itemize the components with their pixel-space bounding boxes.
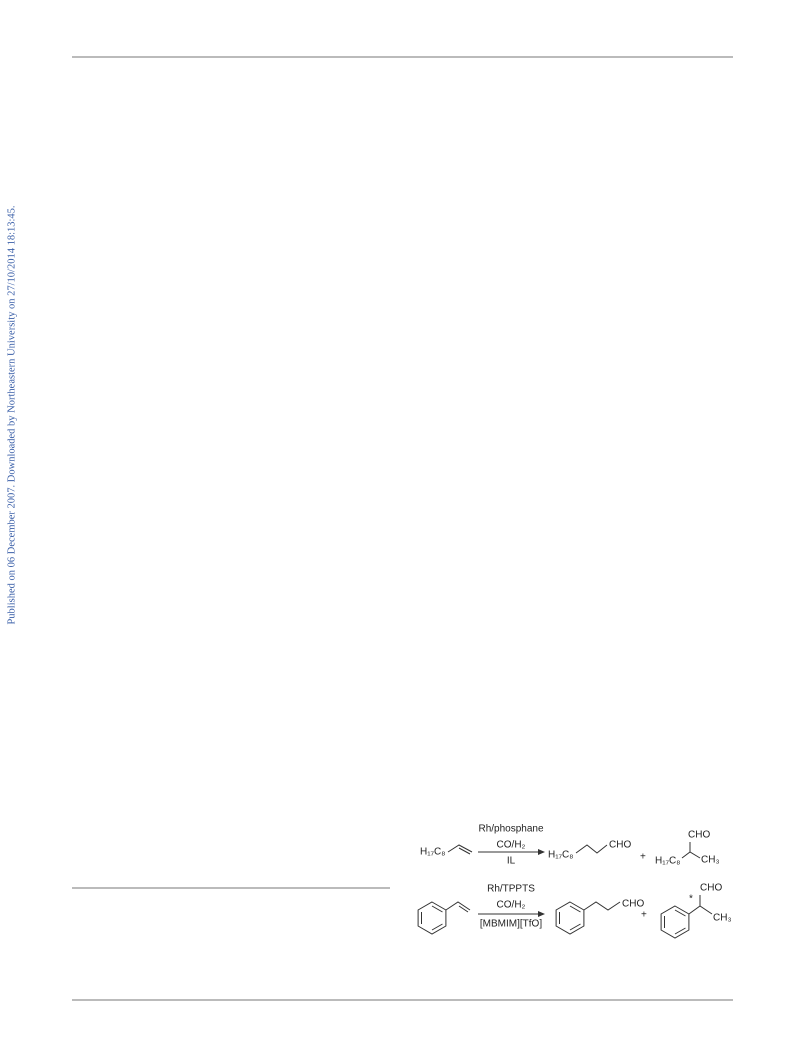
arrow-head <box>538 849 545 855</box>
branched-methyl: CH₃ <box>713 913 732 924</box>
benzene <box>555 901 585 935</box>
catalyst: Rh/phosphane <box>478 824 543 835</box>
vinyl <box>445 901 471 913</box>
chain <box>583 901 621 911</box>
solvent: [MBMIM][TfO] <box>480 919 542 930</box>
branch <box>681 842 701 859</box>
branch <box>688 895 713 915</box>
alkene <box>447 844 473 855</box>
benzene-double <box>559 905 581 931</box>
gas: CO/H₂ <box>497 900 526 911</box>
benzene <box>417 901 447 935</box>
benzene <box>660 905 690 939</box>
chain <box>575 844 608 854</box>
side-note: Published on 06 December 2007. Downloade… <box>6 205 17 624</box>
catalyst: Rh/TPPTS <box>487 884 535 895</box>
linear-aldehyde: CHO <box>622 899 644 910</box>
branched-chain: H₁₇C₈ <box>655 856 680 867</box>
reaction-scheme: H₁₇C₈ Rh/phosphane CO/H₂ IL H₁₇C₈ CHO + … <box>417 824 732 939</box>
branched-methyl: CH₃ <box>701 855 720 866</box>
benzene-double <box>664 909 686 935</box>
benzene-double <box>421 905 443 931</box>
stereo-mark: * <box>689 894 693 905</box>
solvent: IL <box>507 856 516 867</box>
branched-aldehyde: CHO <box>700 883 722 894</box>
plus: + <box>641 910 647 921</box>
gas: CO/H₂ <box>497 840 526 851</box>
arrow-head <box>538 911 545 917</box>
branched-aldehyde: CHO <box>688 830 710 841</box>
linear-aldehyde: CHO <box>609 840 631 851</box>
reactant: H₁₇C₈ <box>420 847 445 858</box>
plus: + <box>640 852 646 863</box>
linear-chain: H₁₇C₈ <box>548 850 573 861</box>
